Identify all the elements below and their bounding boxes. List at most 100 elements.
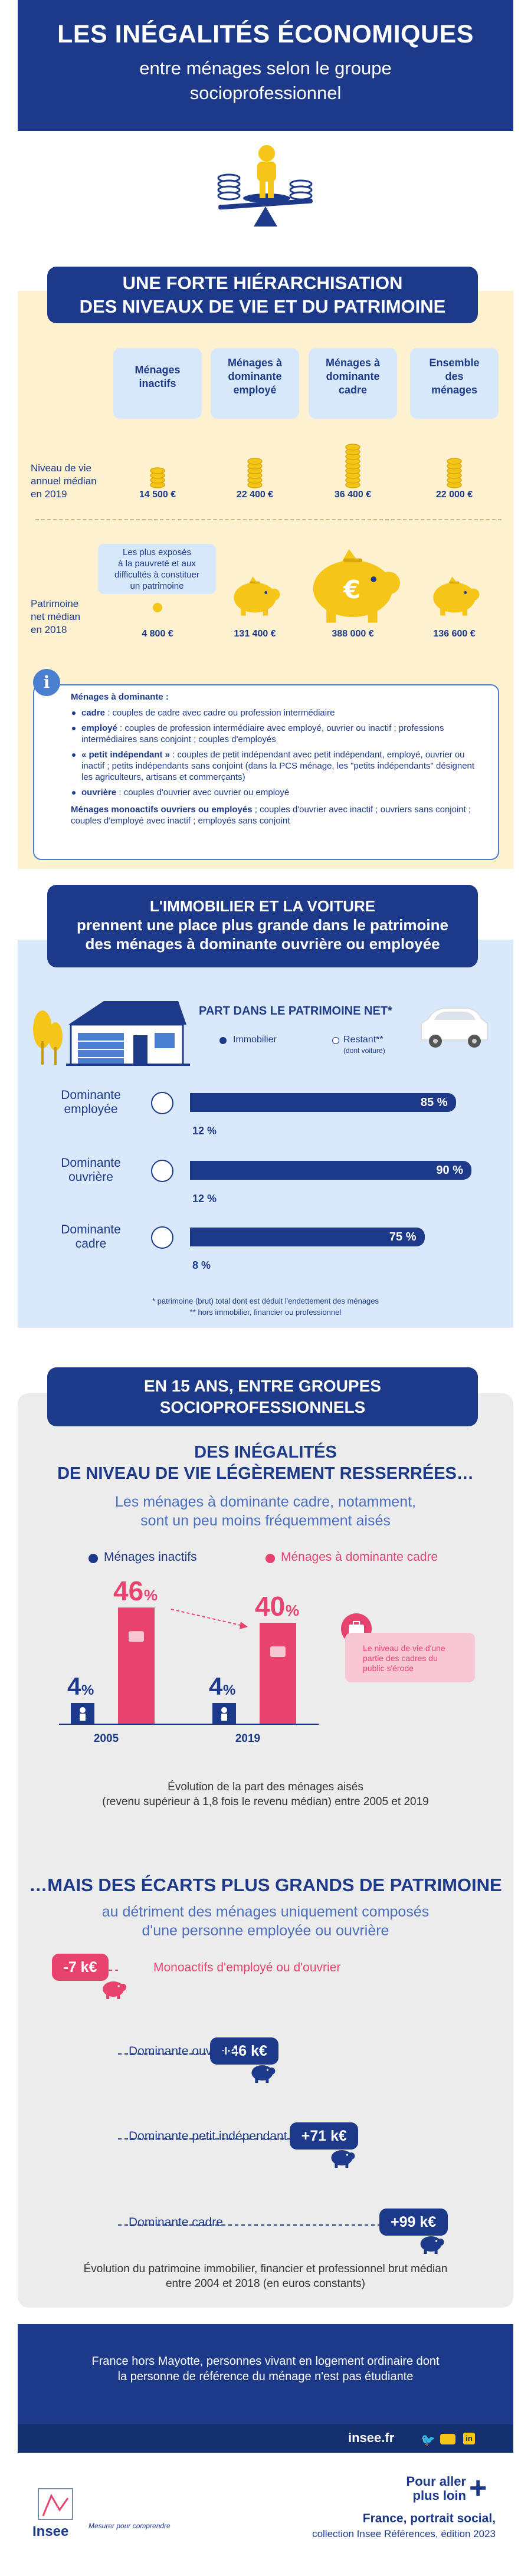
info-item: « petit indépendant » : couples de petit…	[71, 749, 484, 783]
category-line: Ménages à	[227, 357, 283, 369]
patrimoine-category-label: Dominante ouvrière	[129, 2045, 237, 2058]
cadre-callout-line3: public s'érode	[363, 1663, 414, 1673]
restant-value: 12 %	[192, 1125, 217, 1137]
section2-note2: ** hors immobilier, financier ou profess…	[189, 1308, 342, 1317]
section1-divider	[35, 519, 502, 520]
info-footer: Ménages monoactifs ouvriers ou employés …	[71, 804, 484, 826]
legend-immobilier-swatch	[219, 1037, 227, 1044]
car-icon	[421, 1008, 488, 1048]
footer-scope-line2: la personne de référence du ménage n'est…	[117, 2370, 414, 2383]
bullet	[72, 711, 76, 715]
category-box: Ensemble des ménages	[410, 348, 499, 419]
patrimoine-label-line2: net médian	[31, 611, 81, 622]
publication-title: France, portrait social,	[362, 2512, 496, 2525]
info-title: Ménages à dominante :	[71, 692, 169, 702]
house-illustration	[33, 1001, 190, 1066]
page-subtitle-line1: entre ménages selon le groupe	[139, 58, 392, 78]
briefcase-icon	[151, 1226, 173, 1249]
wrench-icon	[151, 1160, 173, 1182]
info-item-key: cadre	[81, 708, 106, 718]
exposed-note-line4: un patrimoine	[130, 581, 184, 591]
immobilier-bar: 90 %	[190, 1161, 471, 1180]
patrimoine-category-label: Monoactifs d'employé ou d'ouvrier	[153, 1961, 341, 1974]
section2-title: L'IMMOBILIER ET LA VOITURE prennent une …	[47, 885, 478, 967]
category-line: Ménages à	[325, 357, 381, 369]
section4-subtitle: au détriment des ménages uniquement comp…	[18, 1902, 513, 1940]
info-item: employé : couples de profession interméd…	[71, 723, 484, 745]
section3-lead-line1: Les ménages à dominante cadre, notamment…	[114, 1494, 417, 1510]
section2-note1: * patrimoine (brut) total dont est dédui…	[152, 1297, 379, 1305]
patrimoine-value-badge: +71 k€	[290, 2122, 359, 2150]
legend-cadre: Ménages à dominante cadre	[281, 1550, 438, 1564]
section4-subtitle-line2: d'une personne employée ou ouvrière	[142, 1922, 389, 1939]
info-content: Ménages à dominante : cadre : couples de…	[71, 691, 484, 826]
share-category-label: Dominante cadre	[61, 1223, 121, 1251]
section2-notes: * patrimoine (brut) total dont est dédui…	[18, 1295, 513, 1318]
info-box	[33, 684, 499, 860]
exposed-note-line3: difficultés à constituer	[114, 570, 199, 580]
bullet	[72, 791, 76, 795]
info-icon: i	[33, 669, 60, 696]
niveau-value: 22 000 €	[435, 490, 473, 500]
insee-logo-text: Insee	[32, 2524, 69, 2539]
share-chart-title: PART DANS LE PATRIMOINE NET*	[199, 1005, 392, 1018]
footer-banner	[18, 2324, 513, 2424]
category-line: des	[445, 370, 464, 382]
section3-lead-line2: sont un peu moins fréquemment aisés	[140, 1512, 391, 1529]
restant-value: 8 %	[192, 1259, 211, 1271]
bullet	[72, 727, 76, 730]
niveau-value: 36 400 €	[334, 490, 372, 500]
section3-title: EN 15 ANS, ENTRE GROUPES SOCIOPROFESSION…	[47, 1367, 478, 1426]
section3-subtitle-line2: DE NIVEAU DE VIE LÉGÈREMENT RESSERRÉES…	[57, 1464, 474, 1483]
info-footer-text: ; couples d'ouvrier avec inactif ; ouvri…	[71, 805, 471, 826]
section4-title: …MAIS DES ÉCARTS PLUS GRANDS DE PATRIMOI…	[29, 1875, 502, 1895]
more-label-line2: plus loin	[412, 2488, 466, 2503]
page-subtitle-line2: socioprofessionnel	[189, 83, 342, 103]
section4-caption-line1: Évolution du patrimoine immobilier, fina…	[83, 2263, 448, 2275]
section3-caption: Évolution de la part des ménages aisés (…	[18, 1780, 513, 1809]
niveau-label-line1: Niveau de vie	[31, 462, 92, 474]
exposed-note-line1: Les plus exposés	[123, 547, 191, 557]
patrimoine-value: 388 000 €	[332, 629, 374, 639]
footer-scope-line1: France hors Mayotte, personnes vivant en…	[91, 2355, 440, 2368]
footer-links-bar	[18, 2424, 513, 2453]
twitter-icon[interactable]: 🐦	[421, 2434, 435, 2447]
patrimoine-value-badge: +46 k€	[210, 2037, 279, 2065]
niveau-label-line3: en 2019	[31, 488, 67, 500]
section2-title-line2: prennent une place plus grande dans le p…	[77, 916, 448, 934]
patrimoine-value: 131 400 €	[234, 629, 276, 639]
category-box: Ménages inactifs	[113, 348, 202, 419]
section2-title-line3: des ménages à dominante ouvrière ou empl…	[85, 935, 440, 953]
site-link[interactable]: insee.fr	[348, 2430, 395, 2445]
section4-caption: Évolution du patrimoine immobilier, fina…	[18, 2262, 513, 2291]
linkedin-icon[interactable]: in	[463, 2433, 475, 2444]
immobilier-bar: 75 %	[190, 1228, 425, 1246]
share-category-label: Dominante employée	[61, 1088, 121, 1116]
patrimoine-category-label: Dominante cadre	[129, 2216, 223, 2229]
header-banner: LES INÉGALITÉS ÉCONOMIQUES entre ménages…	[18, 0, 513, 131]
patrimoine-label: Patrimoine net médian en 2018	[31, 598, 107, 636]
info-item-key: employé	[81, 723, 117, 733]
patrimoine-label-line1: Patrimoine	[31, 598, 79, 609]
section4-caption-line2: entre 2004 et 2018 (en euros constants)	[165, 2278, 365, 2290]
info-item: ouvrière : couples d'ouvrier avec ouvrie…	[71, 787, 484, 798]
cadre-callout: Le niveau de vie d'une partie des cadres…	[345, 1633, 475, 1682]
legend-inactifs: Ménages inactifs	[104, 1550, 197, 1564]
legend-inactifs-swatch	[88, 1554, 98, 1563]
publication-ref[interactable]: France, portrait social, collection Inse…	[260, 2512, 496, 2540]
info-item-text: : couples de petit indépendant avec peti…	[81, 750, 475, 782]
insee-logo: Insee	[32, 2486, 86, 2539]
niveau-label: Niveau de vie annuel médian en 2019	[31, 462, 107, 501]
niveau-value: 14 500 €	[139, 490, 176, 500]
section2-title-line1: L'IMMOBILIER ET LA VOITURE	[149, 897, 376, 915]
info-item-text: : couples de cadre avec cadre ou profess…	[105, 708, 335, 718]
page-title: LES INÉGALITÉS ÉCONOMIQUES	[57, 20, 474, 48]
info-item-text: : couples de profession intermédiaire av…	[81, 723, 444, 744]
patrimoine-label-line3: en 2018	[31, 624, 67, 635]
share-category-label: Dominante ouvrière	[61, 1156, 121, 1184]
patrimoine-value-badge: +99 k€	[379, 2209, 448, 2236]
youtube-icon[interactable]	[440, 2434, 455, 2444]
laptop-icon	[151, 1092, 173, 1114]
patrimoine-value-badge: -7 k€	[52, 1954, 109, 1981]
scale-illustration	[217, 145, 313, 227]
